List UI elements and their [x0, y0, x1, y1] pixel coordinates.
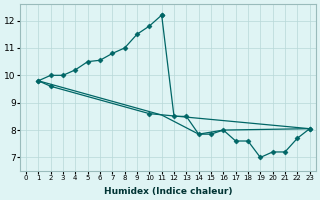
X-axis label: Humidex (Indice chaleur): Humidex (Indice chaleur) [104, 187, 232, 196]
